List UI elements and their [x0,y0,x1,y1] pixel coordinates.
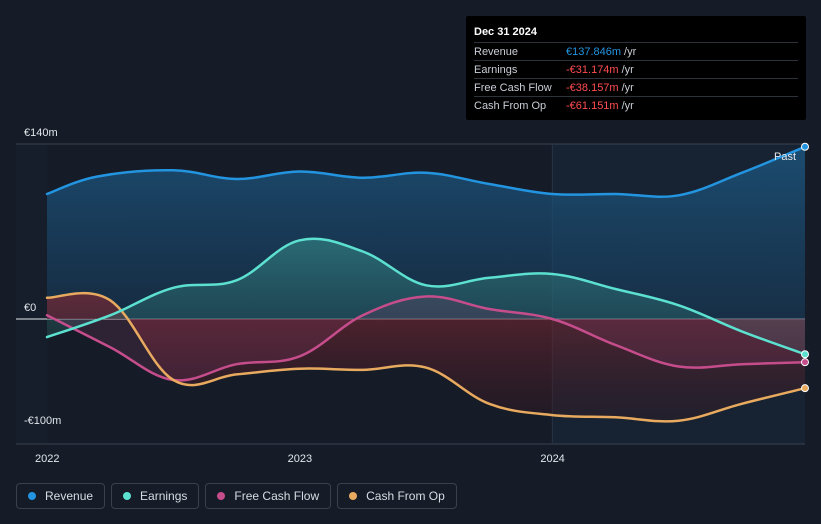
legend-label: Free Cash Flow [234,489,319,503]
legend-item-cash-from-op[interactable]: Cash From Op [337,483,457,509]
tooltip-row-cash-from-op: Cash From Op -€61.151m/yr [474,96,798,114]
tooltip-value: -€61.151m [566,100,619,112]
tooltip-unit: /yr [622,64,634,76]
legend-dot-icon [349,492,357,500]
tooltip-date: Dec 31 2024 [474,24,798,40]
legend-label: Revenue [45,489,93,503]
legend-dot-icon [217,492,225,500]
free-cash-flow-end-point [802,359,809,366]
left-band [16,144,47,444]
legend-dot-icon [28,492,36,500]
x-tick-label: 2022 [35,453,59,465]
tooltip-label: Earnings [474,64,566,76]
legend-label: Earnings [140,489,187,503]
tooltip-unit: /yr [622,100,634,112]
tooltip-label: Revenue [474,46,566,58]
tooltip-row-earnings: Earnings -€31.174m/yr [474,60,798,78]
tooltip-row-free-cash-flow: Free Cash Flow -€38.157m/yr [474,78,798,96]
earnings-end-point [802,351,809,358]
legend-item-revenue[interactable]: Revenue [16,483,105,509]
tooltip-unit: /yr [624,46,636,58]
tooltip-label: Free Cash Flow [474,82,566,94]
tooltip-row-revenue: Revenue €137.846m/yr [474,42,798,60]
tooltip-value: €137.846m [566,46,621,58]
legend-dot-icon [123,492,131,500]
x-tick-label: 2023 [288,453,312,465]
past-label: Past [774,151,796,163]
tooltip: Dec 31 2024 Revenue €137.846m/yr Earnings -… [466,16,806,120]
tooltip-value: -€31.174m [566,64,619,76]
y-label: €140m [24,127,58,139]
x-tick-label: 2024 [540,453,564,465]
revenue-end-point [802,143,809,150]
legend-item-free-cash-flow[interactable]: Free Cash Flow [205,483,331,509]
legend-item-earnings[interactable]: Earnings [111,483,199,509]
legend: Revenue Earnings Free Cash Flow Cash From O… [16,483,457,509]
tooltip-value: -€38.157m [566,82,619,94]
y-label: -€100m [24,415,61,427]
tooltip-unit: /yr [622,82,634,94]
cash-from-op-end-point [802,385,809,392]
tooltip-label: Cash From Op [474,100,566,112]
y-label: €0 [24,302,36,314]
legend-label: Cash From Op [366,489,445,503]
